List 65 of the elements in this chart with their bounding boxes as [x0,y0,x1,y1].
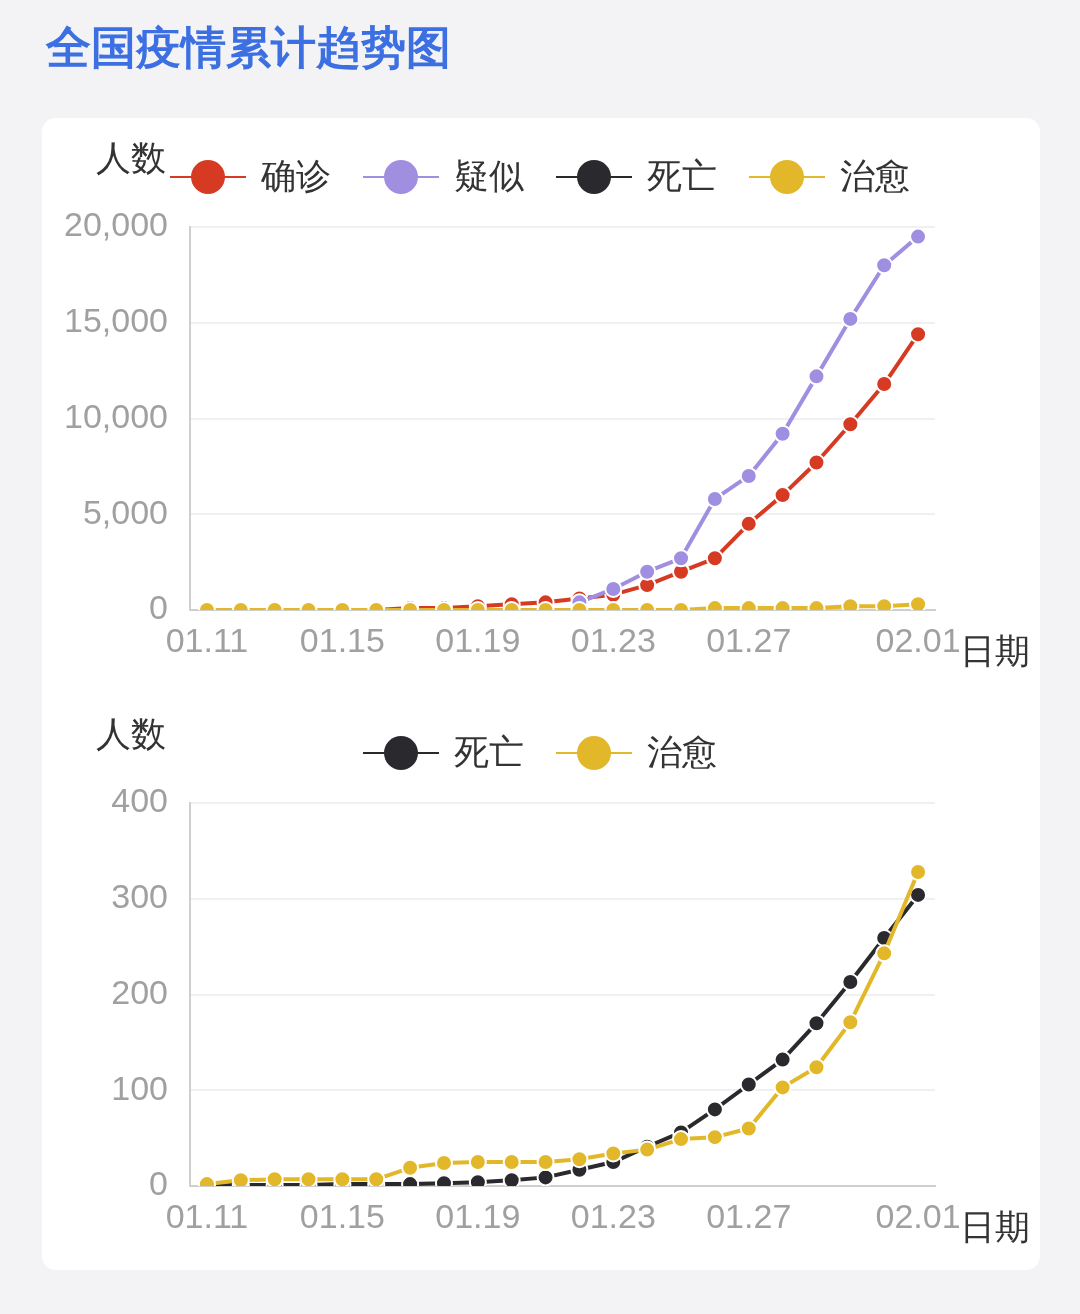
point [536,1153,555,1172]
x-tick-label: 01.27 [706,620,792,659]
point [841,309,860,328]
point [401,1158,420,1177]
x-tick-label: 01.19 [435,620,521,659]
point [807,1058,826,1077]
y-tick-label: 20,000 [64,205,168,244]
x-tick-label: 01.11 [165,620,249,659]
point [841,1013,860,1032]
y-tick-label: 400 [111,781,168,820]
y-tick-label: 10,000 [64,396,168,435]
point [909,325,928,344]
point [875,256,894,275]
legend-label: 疑似 [454,155,524,195]
y-tick-label: 15,000 [64,301,168,340]
point [773,1050,792,1069]
point [570,1150,589,1169]
point [231,1171,250,1186]
point [502,1171,521,1186]
point [841,415,860,434]
point [807,367,826,386]
point [773,424,792,443]
x-tick-label: 01.19 [435,1196,521,1235]
x-tick-label: 01.23 [570,620,656,659]
point [739,1119,758,1138]
x-axis-title: 日期 [960,630,1030,670]
point [807,1014,826,1033]
point [333,1170,352,1186]
point [807,453,826,472]
point [909,595,928,610]
x-tick-label: 01.15 [299,620,385,659]
point [739,466,758,485]
point [299,1170,318,1186]
point [705,1100,724,1119]
y-tick-label: 300 [111,877,168,916]
x-tick-label: 02.01 [875,1196,961,1235]
point [739,1075,758,1094]
y-tick-label: 0 [149,588,168,627]
chart-title: 全国疫情累计趋势图 [46,21,451,75]
x-axis-title: 日期 [960,1206,1030,1246]
y-tick-label: 5,000 [82,492,168,531]
point [705,1128,724,1147]
y-axis-title: 人数 [96,137,166,177]
point [841,973,860,992]
x-tick-label: 01.15 [299,1196,385,1235]
legend-label: 死亡 [647,155,717,195]
x-tick-label: 01.27 [706,1196,792,1235]
y-axis-title: 人数 [96,713,166,753]
y-tick-label: 200 [111,972,168,1011]
x-tick-label: 01.23 [570,1196,656,1235]
point [536,1168,555,1186]
legend-label: 死亡 [454,731,524,771]
point [875,944,894,963]
x-tick-label: 02.01 [875,620,961,659]
legend-label: 治愈 [840,155,910,195]
y-tick-label: 0 [149,1164,168,1203]
point [604,1144,623,1163]
legend-label: 治愈 [647,731,717,771]
y-tick-label: 100 [111,1068,168,1107]
point [875,375,894,394]
point [367,1170,386,1186]
point [773,1078,792,1097]
legend-label: 确诊 [260,155,331,195]
point [265,1170,284,1186]
x-tick-label: 01.11 [165,1196,249,1235]
